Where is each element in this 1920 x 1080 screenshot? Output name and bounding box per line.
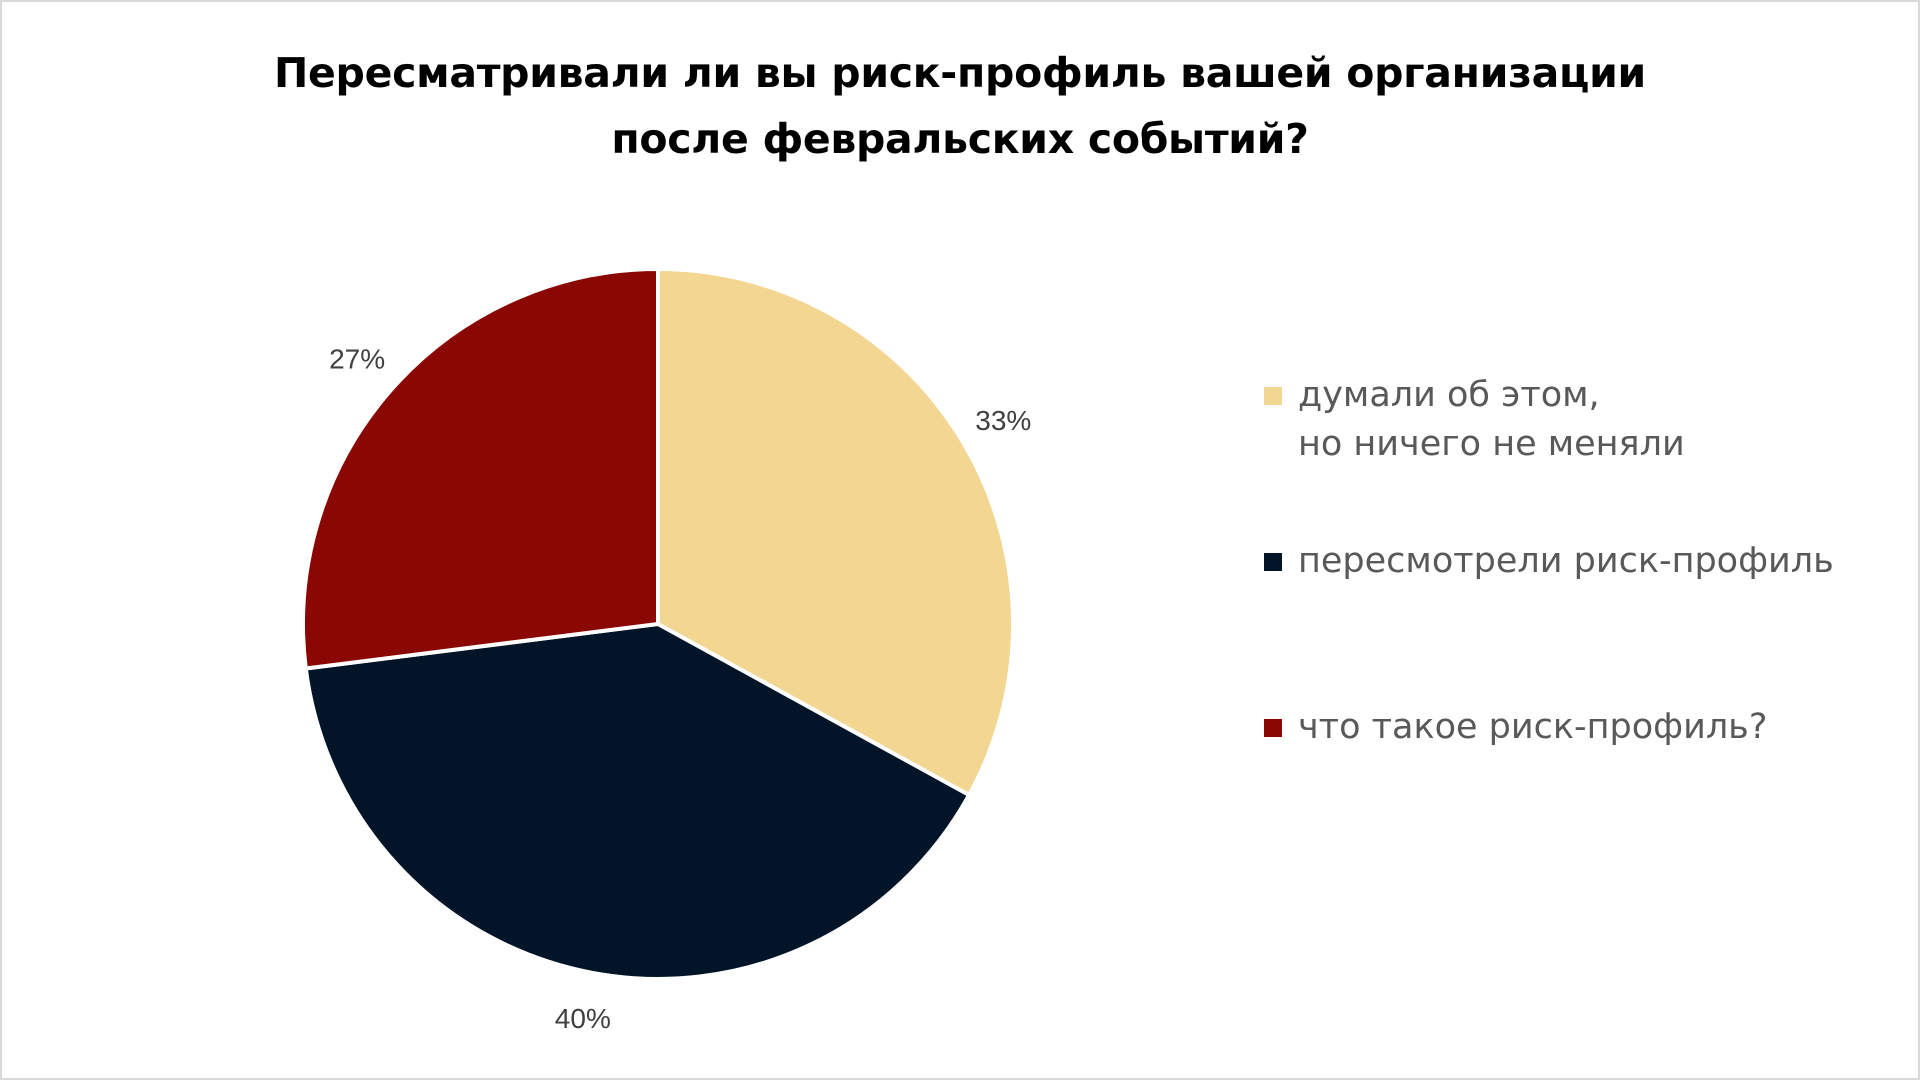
- data-label-27: 27%: [329, 344, 385, 375]
- legend-swatch: [1264, 387, 1282, 405]
- legend-label: пересмотрели риск-профиль: [1298, 541, 1834, 581]
- legend-swatch: [1264, 553, 1282, 571]
- legend-item-what-is-risk-profile: что такое риск-профиль?: [1264, 703, 1767, 752]
- chart-title-line-2: после февральских событий?: [611, 115, 1309, 163]
- chart-title: Пересматривали ли вы риск-профиль вашей …: [2, 40, 1918, 172]
- data-label-40: 40%: [555, 1003, 611, 1034]
- pie-slice-what-is-risk-profile: [301, 267, 660, 671]
- pie-slice-thought-about-it: [656, 267, 1015, 798]
- legend-label: что такое риск-профиль?: [1298, 707, 1768, 747]
- chart-title-line-1: Пересматривали ли вы риск-профиль вашей …: [274, 49, 1646, 97]
- legend-item-reviewed-risk-profile: пересмотрели риск-профиль: [1264, 537, 1834, 586]
- data-label-33: 33%: [975, 405, 1031, 436]
- legend-swatch: [1264, 719, 1282, 737]
- legend-label: думали об этом, но ничего не меняли: [1298, 375, 1685, 464]
- legend-item-thought-about-it: думали об этом, но ничего не меняли: [1264, 371, 1685, 469]
- pie-slice-reviewed-risk-profile: [303, 622, 972, 981]
